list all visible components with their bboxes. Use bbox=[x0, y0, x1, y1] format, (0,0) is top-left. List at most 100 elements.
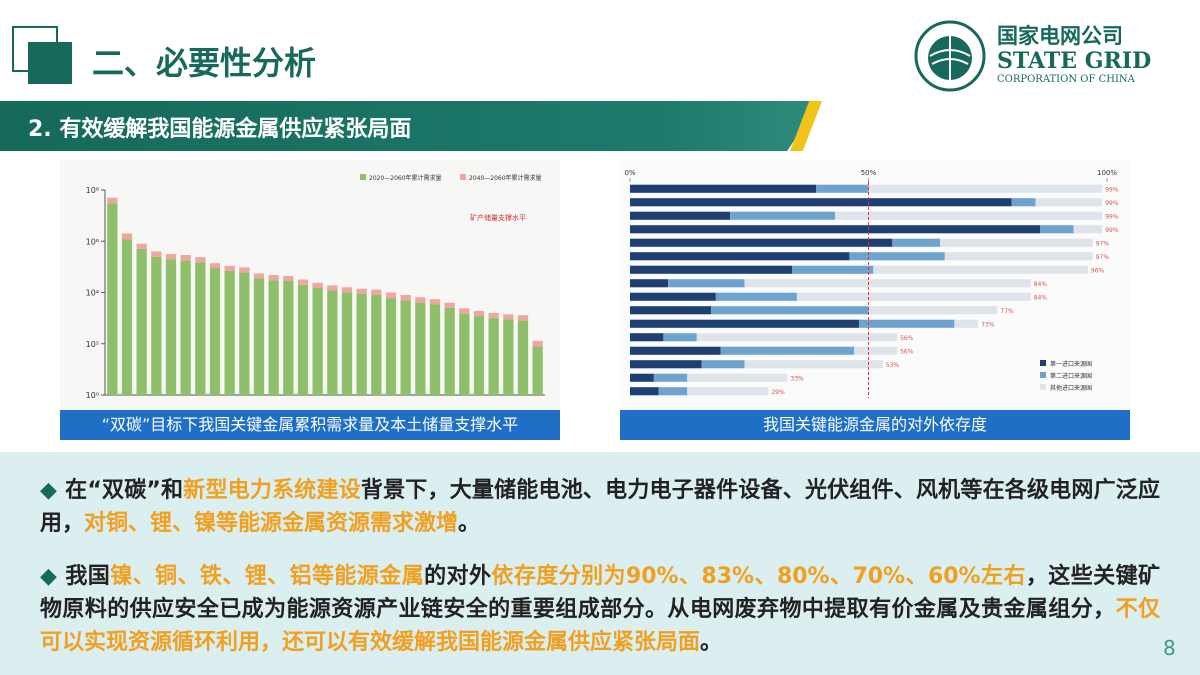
x-tick-label: 0% bbox=[624, 169, 635, 177]
highlight-text: 依存度分别为90%、83%、80%、70%、60%左右 bbox=[491, 564, 1026, 589]
bar bbox=[532, 346, 543, 395]
total-label: 84% bbox=[1034, 294, 1048, 301]
bar-cap bbox=[415, 297, 426, 303]
legend-label: 第一进口来源国 bbox=[1050, 360, 1092, 368]
bar-segment bbox=[701, 360, 745, 369]
annotation: 矿产储量支撑水平 bbox=[470, 213, 526, 222]
bar-segment bbox=[687, 387, 769, 396]
legend-label: 2040—2060年累计需求量 bbox=[469, 174, 542, 182]
bar-cap bbox=[195, 257, 206, 263]
bar-cap bbox=[268, 275, 279, 281]
total-label: 53% bbox=[886, 362, 900, 369]
bar bbox=[165, 259, 177, 395]
bar-cap bbox=[517, 315, 529, 321]
highlight-text: 镍、铜、铁、锂、铝等能源金属 bbox=[110, 564, 425, 589]
bar bbox=[224, 270, 235, 395]
bar-cap bbox=[459, 308, 470, 314]
bar-segment bbox=[630, 279, 669, 288]
bar-cap bbox=[107, 197, 118, 204]
bar-segment bbox=[720, 346, 855, 355]
highlight-text: 不仅可以实现资源循环利用，还可以有效缓解我国能源金属供应紧张局面 bbox=[40, 597, 1160, 655]
total-label: 29% bbox=[771, 389, 785, 396]
title-icon bbox=[12, 26, 72, 84]
logo-cn: 国家电网公司 bbox=[997, 24, 1123, 48]
bar-cap bbox=[297, 279, 309, 285]
section-banner bbox=[0, 101, 820, 151]
bar-cap bbox=[503, 314, 514, 320]
bar-cap bbox=[253, 273, 265, 279]
bar-cap bbox=[341, 287, 353, 293]
bar-cap bbox=[444, 302, 455, 308]
total-label: 97% bbox=[1096, 254, 1110, 261]
bar-segment bbox=[630, 252, 850, 261]
bar-cap bbox=[356, 288, 367, 294]
total-label: 33% bbox=[790, 375, 804, 382]
bar bbox=[473, 316, 485, 395]
bar-segment bbox=[849, 252, 945, 261]
legend-swatch bbox=[460, 174, 466, 180]
total-label: 77% bbox=[1000, 308, 1014, 315]
bar-cap bbox=[165, 253, 177, 260]
bar-cap bbox=[371, 289, 382, 295]
legend-label: 2020—2060年累计需求量 bbox=[369, 174, 442, 182]
bar-cap bbox=[121, 233, 133, 240]
bar bbox=[356, 293, 367, 395]
total-label: 97% bbox=[1096, 240, 1110, 247]
bar-segment bbox=[744, 279, 1031, 288]
y-tick-label: 10⁸ bbox=[86, 186, 99, 195]
logo-en: STATE GRID bbox=[997, 48, 1152, 74]
bar-cap bbox=[283, 276, 294, 282]
bar bbox=[444, 307, 455, 395]
bar-segment bbox=[696, 333, 898, 342]
bar-segment bbox=[630, 211, 731, 220]
bar-segment bbox=[1073, 225, 1103, 234]
bullet: ◆ 我国镍、铜、铁、锂、铝等能源金属的对外依存度分别为90%、83%、80%、70… bbox=[40, 560, 1160, 659]
y-tick-label: 10² bbox=[86, 340, 99, 349]
bar-segment bbox=[796, 292, 1031, 301]
bar-cap bbox=[429, 299, 441, 305]
bar-segment bbox=[630, 360, 702, 369]
bar-segment bbox=[854, 346, 898, 355]
bar-segment bbox=[687, 373, 788, 382]
bar bbox=[415, 302, 426, 395]
legend-swatch bbox=[1040, 360, 1046, 366]
section-title: 2. 有效缓解我国能源金属供应紧张局面 bbox=[28, 117, 412, 142]
bar-segment bbox=[944, 252, 1093, 261]
bar-segment bbox=[630, 373, 654, 382]
bar bbox=[517, 320, 529, 395]
x-tick-label: 50% bbox=[861, 169, 877, 177]
bar-segment bbox=[1011, 198, 1036, 207]
y-tick-label: 10⁰ bbox=[86, 391, 99, 400]
bar bbox=[283, 281, 294, 395]
bar bbox=[253, 278, 265, 395]
bar bbox=[312, 287, 323, 395]
bar-cap bbox=[385, 292, 397, 299]
bar-cap bbox=[151, 251, 162, 257]
bullet-text: ，这些关键矿物原料的供应安全已成为能源资源产业链安全的重要组成部分。从电网废弃物… bbox=[40, 564, 1160, 622]
chart-caption: 我国关键能源金属的对外依存度 bbox=[620, 410, 1130, 440]
bar bbox=[327, 290, 338, 395]
total-label: 96% bbox=[1091, 267, 1105, 274]
bar-segment bbox=[630, 387, 659, 396]
bullet-text: 在“双碳”和 bbox=[65, 478, 184, 503]
bar bbox=[371, 294, 382, 395]
bar-segment bbox=[954, 319, 979, 328]
legend-label: 第二进口来源国 bbox=[1050, 372, 1092, 380]
demand-chart: 10⁰ 10² 10⁴ 10⁶ 10⁸ 2020—2060年累计需求量 2040—2060年… bbox=[60, 160, 560, 410]
dependency-chart: 0% 50% 100% 99% 99% 99% 99% 97% 97% 96% 84% 84% 77% 7… bbox=[620, 160, 1130, 410]
bar-segment bbox=[630, 333, 664, 342]
bar bbox=[180, 260, 191, 395]
bar-segment bbox=[868, 306, 998, 315]
bar bbox=[400, 300, 411, 395]
logo-mark bbox=[914, 20, 986, 92]
bullet-icon: ◆ bbox=[40, 564, 58, 589]
bar-segment bbox=[653, 373, 688, 382]
bullet-text: 背景下，大量储能电池、电力电子器件设备、光伏组件、风机等在各级电网广泛应用， bbox=[40, 478, 1160, 536]
bar-segment bbox=[630, 292, 716, 301]
bar-segment bbox=[835, 211, 1103, 220]
bar-segment bbox=[892, 238, 941, 247]
bar-cap bbox=[312, 282, 323, 288]
bar-segment bbox=[816, 184, 869, 193]
bar-segment bbox=[868, 184, 1103, 193]
